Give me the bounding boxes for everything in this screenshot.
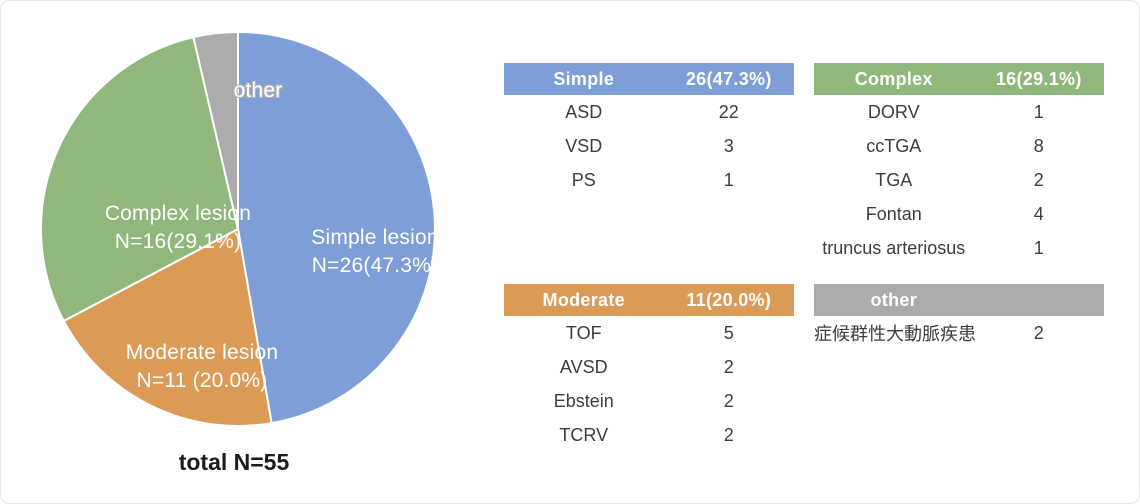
- table-row: VSD 3: [504, 129, 794, 163]
- table-other-body: 症候群性大動脈疾患 2: [814, 316, 1104, 350]
- row-label: TCRV: [559, 424, 609, 445]
- table-row: DORV 1: [814, 95, 1104, 129]
- row-label: ccTGA: [866, 135, 922, 156]
- table-row: PS 1: [504, 163, 794, 197]
- row-value: 22: [718, 101, 739, 122]
- table-row: truncus arteriosus 1: [814, 231, 1104, 265]
- row-label: Ebstein: [553, 390, 614, 411]
- table-moderate-body: TOF 5 AVSD 2 Ebstein 2 TCRV 2: [504, 316, 794, 452]
- table-row: TGA 2: [814, 163, 1104, 197]
- row-value: 3: [723, 135, 734, 156]
- table-complex-header-count: 16(29.1%): [995, 68, 1082, 89]
- table-simple-header-name: Simple: [553, 68, 615, 89]
- table-row: TOF 5: [504, 316, 794, 350]
- row-value: 4: [1033, 203, 1044, 224]
- row-label: ASD: [565, 101, 603, 122]
- row-label: TGA: [875, 169, 913, 190]
- table-row: Ebstein 2: [504, 384, 794, 418]
- row-value: 1: [1033, 237, 1044, 258]
- row-value: 1: [1033, 101, 1044, 122]
- row-value: 2: [1033, 169, 1044, 190]
- table-row: 症候群性大動脈疾患 2: [814, 316, 1104, 350]
- table-moderate-header-count: 11(20.0%): [686, 289, 772, 310]
- table-other-header: other: [814, 284, 1104, 316]
- table-simple-header-count: 26(47.3%): [685, 68, 772, 89]
- pie-slice-moderate-lesion: [62, 228, 273, 427]
- row-value: 2: [1033, 322, 1044, 343]
- row-label: VSD: [565, 135, 603, 156]
- table-row: ASD 22: [504, 95, 794, 129]
- total-label: total N=55: [178, 449, 290, 475]
- table-complex-header: Complex 16(29.1%): [814, 63, 1104, 95]
- pie-slice-complex-lesion: [40, 36, 239, 322]
- row-value: 1: [723, 169, 734, 190]
- table-simple-body: ASD 22 VSD 3 PS 1: [504, 95, 794, 197]
- row-value: 8: [1033, 135, 1044, 156]
- row-label: truncus arteriosus: [822, 237, 966, 258]
- table-row: TCRV 2: [504, 418, 794, 452]
- table-simple-header: Simple 26(47.3%): [504, 63, 794, 95]
- row-label: AVSD: [559, 356, 608, 377]
- row-value: 5: [723, 322, 734, 343]
- table-row: ccTGA 8: [814, 129, 1104, 163]
- pie-chart-svg: [40, 31, 436, 427]
- table-row: Fontan 4: [814, 197, 1104, 231]
- pie-chart: Simple lesion N=26(47.3%) Complex lesion…: [38, 29, 439, 429]
- row-label: 症候群性大動脈疾患: [814, 324, 976, 344]
- table-complex-header-name: Complex: [854, 68, 933, 89]
- row-value: 2: [723, 424, 734, 445]
- row-label: PS: [571, 169, 596, 190]
- table-simple: Simple 26(47.3%) ASD 22 VSD 3 PS 1: [504, 63, 794, 197]
- table-other: other 症候群性大動脈疾患 2: [814, 284, 1104, 350]
- pie-slice-other: [192, 31, 239, 230]
- table-complex: Complex 16(29.1%) DORV 1 ccTGA 8 TGA 2 Fontan 4…: [814, 63, 1104, 265]
- table-moderate-header-name: Moderate: [542, 289, 625, 310]
- row-label: DORV: [867, 101, 920, 122]
- table-moderate-header: Moderate 11(20.0%): [504, 284, 794, 316]
- row-value: 2: [723, 390, 734, 411]
- table-row: AVSD 2: [504, 350, 794, 384]
- table-moderate: Moderate 11(20.0%) TOF 5 AVSD 2 Ebstein 2 TCRV…: [504, 284, 794, 452]
- row-value: 2: [723, 356, 734, 377]
- pie-slice-simple-lesion: [237, 31, 436, 425]
- row-label: Fontan: [865, 203, 922, 224]
- row-label: TOF: [565, 322, 602, 343]
- table-other-header-name: other: [870, 289, 917, 310]
- table-complex-body: DORV 1 ccTGA 8 TGA 2 Fontan 4 truncus arteriosus…: [814, 95, 1104, 265]
